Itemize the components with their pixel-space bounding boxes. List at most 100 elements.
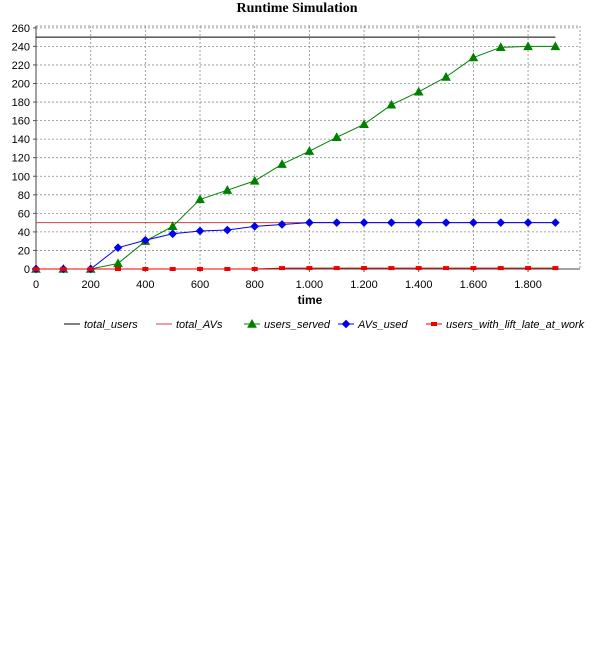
data-point-AVs_used — [277, 220, 287, 229]
data-point-users_served — [113, 258, 123, 268]
data-point-users_with_lift_late_at_work — [224, 267, 231, 271]
data-point-users_served — [550, 41, 561, 51]
data-point-users_served — [359, 119, 369, 129]
data-point-users_with_lift_late_at_work — [60, 267, 67, 271]
data-point-AVs_used — [551, 218, 560, 227]
grid — [35, 25, 581, 270]
data-point-AVs_used — [332, 218, 342, 227]
x-axis-label: time — [298, 293, 323, 307]
legend-label: total_AVs — [176, 319, 223, 331]
data-point-users_with_lift_late_at_work — [197, 267, 204, 271]
data-point-users_served — [222, 185, 233, 194]
legend: total_users total_AVs users_served AVs_used… — [64, 318, 585, 331]
x-tick-label: 400 — [136, 279, 154, 291]
data-point-AVs_used — [223, 225, 232, 235]
x-tick-label: 1.600 — [460, 279, 488, 291]
legend-item-total_users: total_users — [64, 319, 138, 331]
data-point-users_with_lift_late_at_work — [388, 266, 395, 271]
data-point-AVs_used — [441, 218, 451, 227]
data-point-users_served — [441, 71, 451, 81]
data-point-users_with_lift_late_at_work — [415, 266, 422, 271]
x-tick-label: 1.200 — [350, 279, 378, 291]
data-point-users_served — [523, 41, 533, 51]
legend-label: users_served — [264, 319, 331, 331]
data-point-users_served — [249, 175, 260, 185]
x-tick-label: 800 — [246, 279, 264, 291]
data-point-users_with_lift_late_at_work — [525, 266, 532, 271]
y-tick-label: 200 — [12, 79, 30, 91]
data-point-users_served — [386, 99, 397, 109]
y-tick-label: 240 — [12, 41, 30, 53]
y-tick-label: 180 — [12, 97, 30, 109]
y-tick-label: 60 — [18, 208, 30, 220]
data-point-users_served — [331, 132, 342, 141]
data-point-AVs_used — [141, 235, 150, 245]
data-point-users_with_lift_late_at_work — [142, 267, 149, 271]
legend-label: users_with_lift_late_at_work — [446, 319, 585, 331]
legend-item-AVs_used: AVs_used — [338, 319, 408, 331]
x-tick-label: 600 — [191, 279, 209, 291]
data-point-AVs_used — [359, 218, 369, 227]
legend-swatch-marker — [431, 322, 437, 326]
series-line-users_with_lift_late_at_work — [36, 267, 556, 270]
x-tick-label: 1.400 — [405, 279, 433, 291]
legend-item-total_AVs: total_AVs — [156, 319, 223, 331]
data-point-AVs_used — [523, 218, 533, 227]
data-point-users_with_lift_late_at_work — [443, 266, 450, 271]
y-tick-label: 20 — [18, 245, 30, 257]
series-layer — [31, 36, 561, 274]
data-point-AVs_used — [113, 243, 123, 252]
x-tick-label: 1.000 — [296, 279, 324, 291]
legend-label: total_users — [84, 319, 138, 331]
data-point-users_served — [495, 42, 506, 52]
y-tick-label: 220 — [12, 60, 30, 72]
data-point-users_with_lift_late_at_work — [87, 267, 94, 271]
data-point-users_with_lift_late_at_work — [115, 267, 122, 271]
series-users_with_lift_late_at_work — [33, 266, 559, 271]
x-tick-label: 200 — [81, 279, 99, 291]
x-tick-label: 1.800 — [514, 279, 542, 291]
y-tick-label: 100 — [12, 171, 30, 183]
y-tick-label: 120 — [12, 153, 30, 165]
data-point-AVs_used — [414, 218, 424, 227]
legend-label: AVs_used — [357, 319, 408, 331]
data-point-users_with_lift_late_at_work — [552, 266, 559, 271]
data-point-users_with_lift_late_at_work — [470, 266, 477, 271]
chart-title: Runtime Simulation — [237, 1, 358, 16]
legend-item-users_served: users_served — [244, 318, 331, 331]
series-line-AVs_used — [36, 222, 556, 270]
data-point-users_served — [468, 52, 479, 62]
data-point-users_with_lift_late_at_work — [251, 267, 258, 271]
data-point-AVs_used — [496, 218, 506, 227]
data-point-users_with_lift_late_at_work — [33, 267, 39, 271]
data-point-users_served — [195, 194, 205, 204]
axes: 0 20 40 60 80 100 120 140 160 180 200 220 240 260 0 200… — [12, 23, 580, 291]
data-point-users_served — [277, 159, 287, 168]
data-point-users_with_lift_late_at_work — [497, 266, 504, 271]
data-point-AVs_used — [387, 218, 396, 227]
x-tick-label: 0 — [33, 279, 39, 291]
y-tick-label: 160 — [12, 116, 30, 128]
y-tick-label: 80 — [18, 190, 30, 202]
data-point-AVs_used — [305, 218, 314, 227]
y-tick-label: 140 — [12, 134, 30, 146]
legend-swatch-marker — [247, 318, 257, 328]
data-point-users_with_lift_late_at_work — [279, 266, 286, 271]
data-point-AVs_used — [250, 222, 260, 231]
y-tick-label: 0 — [24, 264, 30, 276]
data-point-AVs_used — [168, 229, 177, 239]
data-point-users_with_lift_late_at_work — [333, 266, 340, 271]
y-tick-label: 260 — [12, 23, 30, 35]
data-point-AVs_used — [469, 218, 478, 227]
legend-swatch-marker — [341, 319, 351, 329]
y-tick-label: 40 — [18, 227, 30, 239]
data-point-users_with_lift_late_at_work — [361, 266, 368, 271]
data-point-users_served — [304, 146, 315, 155]
data-point-AVs_used — [195, 226, 205, 236]
data-point-users_with_lift_late_at_work — [306, 266, 313, 271]
data-point-users_with_lift_late_at_work — [169, 267, 176, 271]
legend-item-users_with_lift_late_at_work: users_with_lift_late_at_work — [426, 319, 585, 331]
